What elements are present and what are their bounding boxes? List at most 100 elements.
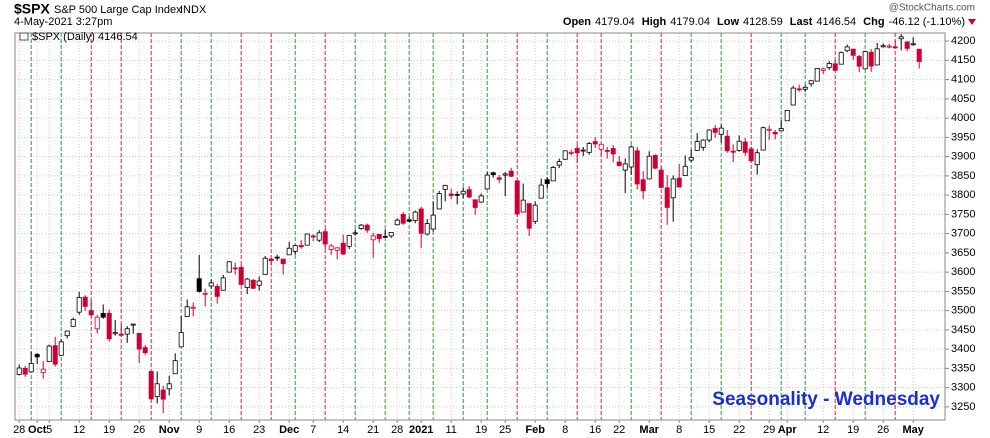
candle-body: [184, 306, 190, 317]
candle-body: [166, 383, 172, 390]
y-tick-label: 3250: [951, 401, 975, 413]
candle-body: [274, 256, 280, 259]
candle-body: [676, 177, 682, 188]
candle-body: [808, 80, 814, 85]
candle-body: [856, 56, 862, 67]
y-tick-label: 3600: [951, 266, 975, 278]
quote-value: -46.12 (-1.10%): [889, 16, 965, 28]
candle-body: [40, 368, 46, 374]
candle-body: [772, 131, 778, 135]
candle-body: [886, 45, 892, 48]
candle-body: [490, 172, 496, 176]
quote-label: Chg: [863, 16, 884, 28]
x-tick-label: 26: [877, 424, 889, 436]
candle-body: [712, 128, 718, 133]
y-tick-label: 3500: [951, 305, 975, 317]
quote-label: Open: [563, 16, 591, 28]
candle-body: [892, 46, 898, 49]
candle-body: [670, 178, 676, 199]
candle-body: [868, 51, 874, 67]
y-tick-label: 3850: [951, 170, 975, 182]
candle-body: [250, 279, 256, 289]
candle-body: [220, 277, 226, 291]
candle-body: [496, 177, 502, 180]
candle-body: [70, 319, 76, 327]
x-tick-label: 16: [223, 424, 235, 436]
candle-body: [580, 149, 586, 152]
candle-body: [358, 224, 364, 230]
candle-body: [436, 193, 442, 210]
candle-body: [112, 332, 118, 335]
candle-body: [664, 187, 670, 208]
quote-label: Low: [717, 16, 739, 28]
candle-body: [268, 258, 274, 261]
x-tick-label: 14: [337, 424, 349, 436]
x-tick-label: Apr: [778, 424, 798, 436]
candle-body: [628, 146, 634, 168]
x-tick-label: 8: [562, 424, 568, 436]
candle-body: [406, 219, 412, 222]
candle-body: [814, 68, 820, 82]
candle-body: [742, 141, 748, 153]
quote-value: 4128.59: [743, 16, 783, 28]
x-tick-label: Dec: [279, 424, 299, 436]
y-tick-label: 3900: [951, 151, 975, 163]
candle-body: [616, 161, 622, 166]
candle-body: [130, 323, 136, 326]
candle-body: [736, 140, 742, 151]
candle-body: [76, 297, 82, 313]
candle-body: [190, 306, 196, 309]
x-tick-label: 26: [133, 424, 145, 436]
candle-body: [460, 190, 466, 195]
exchange: INDX: [180, 4, 207, 16]
y-tick-label: 4100: [951, 74, 975, 86]
candle-body: [202, 292, 208, 295]
candle-body: [430, 214, 436, 230]
candle-body: [376, 233, 382, 240]
candle-body: [388, 232, 394, 237]
candle-body: [604, 150, 610, 152]
candle-body: [730, 150, 736, 153]
candle-body: [652, 155, 658, 169]
candle-body: [322, 231, 328, 245]
candle-body: [154, 383, 160, 397]
candle-body: [706, 129, 712, 141]
candle-body: [310, 235, 316, 238]
candle-body: [766, 128, 772, 131]
candle-body: [256, 280, 262, 286]
candle-body: [16, 367, 22, 375]
x-tick-label: Oct: [28, 424, 47, 436]
candle-body: [574, 148, 580, 154]
x-tick-label: 19: [103, 424, 115, 436]
x-tick-label: 9: [196, 424, 202, 436]
down-arrow: [968, 19, 976, 25]
candle-body: [382, 235, 388, 238]
quote-label: Last: [790, 16, 813, 28]
candle-body: [760, 127, 766, 151]
candle-body: [784, 110, 790, 122]
candle-body: [262, 257, 268, 275]
x-tick-label: 2021: [409, 424, 433, 436]
candle-body: [238, 267, 244, 285]
x-tick-label: 5: [46, 424, 52, 436]
candle-body: [874, 48, 880, 66]
x-tick-label: 21: [367, 424, 379, 436]
x-tick-label: Nov: [159, 424, 181, 436]
y-tick-label: 4050: [951, 93, 975, 105]
candle-body: [502, 173, 508, 176]
candle-body: [544, 179, 550, 184]
candle-body: [346, 235, 352, 247]
candle-body: [748, 148, 754, 162]
candle-body: [700, 139, 706, 148]
quote-value: 4179.04: [595, 16, 635, 28]
candle-body: [172, 360, 178, 375]
candle-body: [442, 185, 448, 190]
candle-body: [370, 235, 376, 241]
candle-body: [454, 193, 460, 196]
legend: $SPX (Daily) 4146.54: [32, 31, 138, 43]
candle-body: [94, 316, 100, 330]
candle-body: [718, 127, 724, 135]
